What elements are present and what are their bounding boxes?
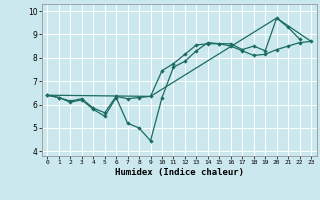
X-axis label: Humidex (Indice chaleur): Humidex (Indice chaleur) [115,168,244,177]
